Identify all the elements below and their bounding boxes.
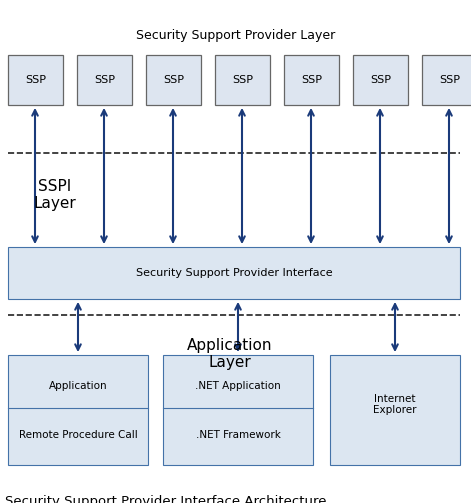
Bar: [422, 55, 471, 105]
Text: SSP: SSP: [232, 75, 253, 85]
Bar: [284, 55, 339, 105]
Text: SSP: SSP: [94, 75, 115, 85]
Bar: [353, 55, 408, 105]
Bar: [77, 55, 132, 105]
Text: Application: Application: [49, 381, 107, 391]
Text: Internet
Explorer: Internet Explorer: [373, 394, 417, 415]
Bar: [163, 355, 313, 465]
Text: SSPI
Layer: SSPI Layer: [33, 179, 76, 211]
Text: Application
Layer: Application Layer: [187, 338, 273, 370]
Text: SSP: SSP: [25, 75, 46, 85]
Text: SSP: SSP: [301, 75, 322, 85]
Bar: [215, 55, 270, 105]
Text: .NET Application: .NET Application: [195, 381, 281, 391]
Text: SSP: SSP: [439, 75, 460, 85]
Text: Security Support Provider Layer: Security Support Provider Layer: [136, 29, 335, 42]
Bar: [146, 55, 201, 105]
Text: SSP: SSP: [163, 75, 184, 85]
Bar: [330, 355, 460, 465]
Bar: [8, 55, 63, 105]
Text: Remote Procedure Call: Remote Procedure Call: [19, 430, 138, 440]
Bar: [8, 355, 148, 465]
Text: Security Support Provider Interface Architecture: Security Support Provider Interface Arch…: [5, 495, 326, 503]
Text: Security Support Provider Interface: Security Support Provider Interface: [136, 268, 333, 278]
Bar: [8, 247, 460, 299]
Text: .NET Framework: .NET Framework: [195, 430, 280, 440]
Text: SSP: SSP: [370, 75, 391, 85]
